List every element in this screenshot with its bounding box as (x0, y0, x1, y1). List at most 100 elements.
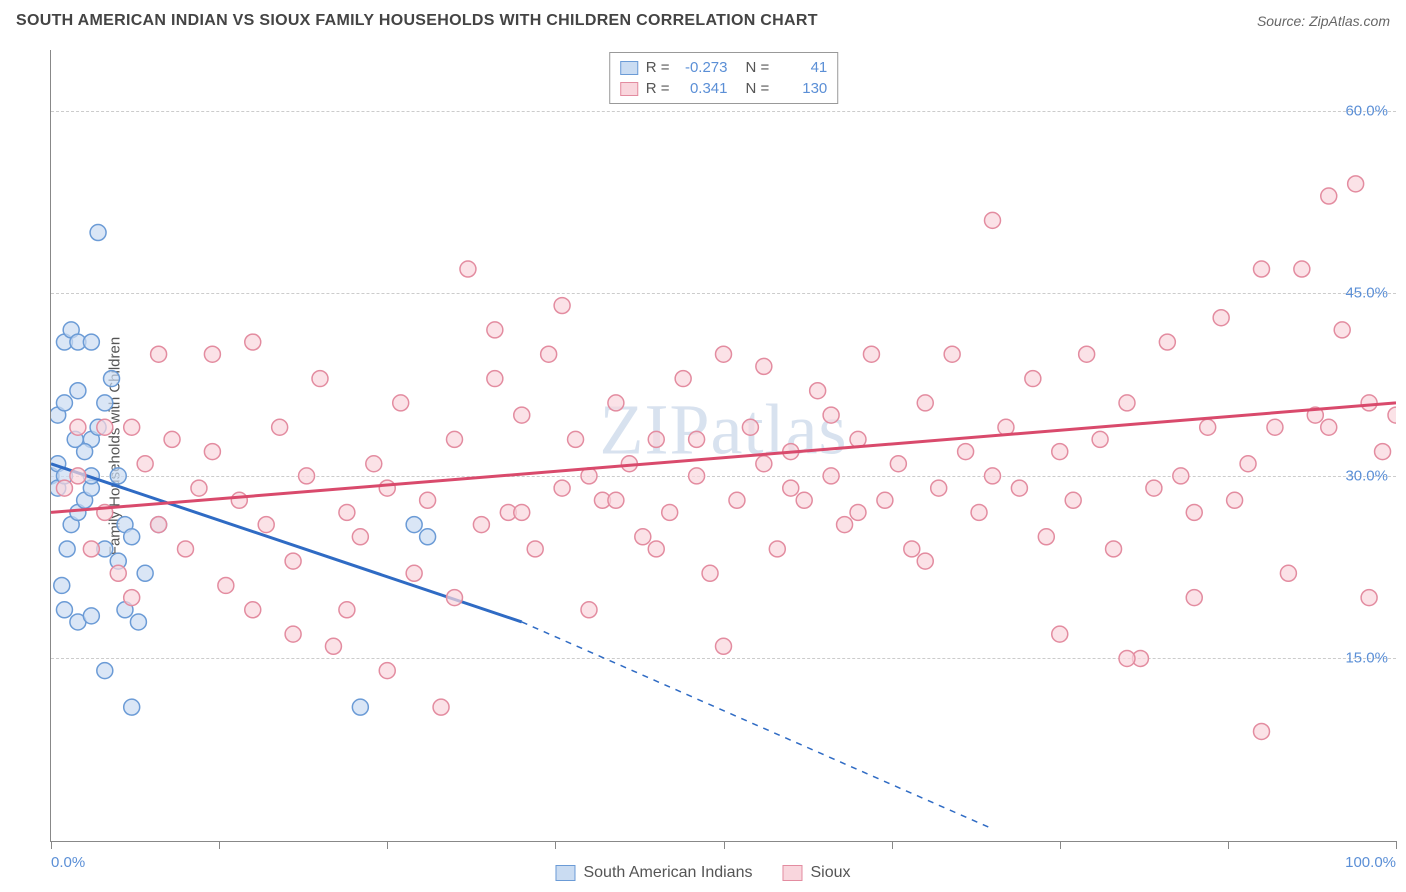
data-point (56, 395, 72, 411)
data-point (218, 577, 234, 593)
data-point (648, 431, 664, 447)
data-point (1321, 419, 1337, 435)
data-point (473, 517, 489, 533)
r-label: R = (646, 59, 670, 76)
data-point (823, 468, 839, 484)
data-point (420, 492, 436, 508)
n-value: 41 (777, 59, 827, 76)
data-point (568, 431, 584, 447)
data-point (339, 602, 355, 618)
scatter-plot-svg (51, 50, 1396, 841)
legend-label: Sioux (810, 864, 850, 882)
data-point (352, 699, 368, 715)
data-point (514, 407, 530, 423)
data-point (904, 541, 920, 557)
data-point (890, 456, 906, 472)
data-point (393, 395, 409, 411)
r-label: R = (646, 80, 670, 97)
data-point (729, 492, 745, 508)
data-point (272, 419, 288, 435)
chart-title: SOUTH AMERICAN INDIAN VS SIOUX FAMILY HO… (16, 12, 818, 30)
data-point (1267, 419, 1283, 435)
x-tick (724, 841, 725, 849)
data-point (931, 480, 947, 496)
data-point (1159, 334, 1175, 350)
data-point (608, 492, 624, 508)
data-point (1254, 723, 1270, 739)
data-point (1388, 407, 1396, 423)
data-point (70, 383, 86, 399)
source-name: ZipAtlas.com (1309, 13, 1390, 29)
series-legend: South American IndiansSioux (555, 864, 850, 882)
x-tick (1396, 841, 1397, 849)
x-axis-min-label: 0.0% (51, 854, 85, 871)
data-point (527, 541, 543, 557)
data-point (823, 407, 839, 423)
chart-plot-area: R =-0.273N =41R =0.341N =130 ZIPatlas 0.… (50, 50, 1396, 842)
data-point (83, 541, 99, 557)
data-point (285, 553, 301, 569)
data-point (124, 419, 140, 435)
data-point (702, 565, 718, 581)
data-point (756, 456, 772, 472)
data-point (863, 346, 879, 362)
data-point (97, 395, 113, 411)
data-point (1280, 565, 1296, 581)
data-point (137, 456, 153, 472)
data-point (554, 480, 570, 496)
data-point (151, 346, 167, 362)
data-point (285, 626, 301, 642)
legend-swatch (620, 82, 638, 96)
data-point (985, 212, 1001, 228)
data-point (83, 334, 99, 350)
data-point (124, 590, 140, 606)
data-point (204, 346, 220, 362)
data-point (460, 261, 476, 277)
data-point (648, 541, 664, 557)
data-point (59, 541, 75, 557)
data-point (1361, 590, 1377, 606)
data-point (299, 468, 315, 484)
trend-line-extrapolated (522, 622, 993, 829)
data-point (1294, 261, 1310, 277)
data-point (581, 602, 597, 618)
data-point (379, 480, 395, 496)
data-point (258, 517, 274, 533)
data-point (1200, 419, 1216, 435)
data-point (1361, 395, 1377, 411)
data-point (97, 419, 113, 435)
n-label: N = (746, 59, 770, 76)
data-point (379, 663, 395, 679)
data-point (70, 468, 86, 484)
data-point (608, 395, 624, 411)
data-point (689, 468, 705, 484)
data-point (83, 608, 99, 624)
data-point (124, 529, 140, 545)
data-point (1052, 626, 1068, 642)
data-point (420, 529, 436, 545)
data-point (70, 419, 86, 435)
data-point (352, 529, 368, 545)
data-point (716, 638, 732, 654)
legend-item: Sioux (782, 864, 850, 882)
data-point (1146, 480, 1162, 496)
data-point (1052, 444, 1068, 460)
data-point (325, 638, 341, 654)
legend-swatch (620, 61, 638, 75)
data-point (1119, 650, 1135, 666)
legend-swatch (555, 865, 575, 881)
data-point (245, 602, 261, 618)
data-point (130, 614, 146, 630)
data-point (1079, 346, 1095, 362)
data-point (1186, 590, 1202, 606)
x-tick (387, 841, 388, 849)
data-point (1334, 322, 1350, 338)
data-point (406, 565, 422, 581)
data-point (1227, 492, 1243, 508)
data-point (783, 480, 799, 496)
data-point (1186, 504, 1202, 520)
data-point (406, 517, 422, 533)
data-point (124, 699, 140, 715)
data-point (837, 517, 853, 533)
data-point (110, 565, 126, 581)
